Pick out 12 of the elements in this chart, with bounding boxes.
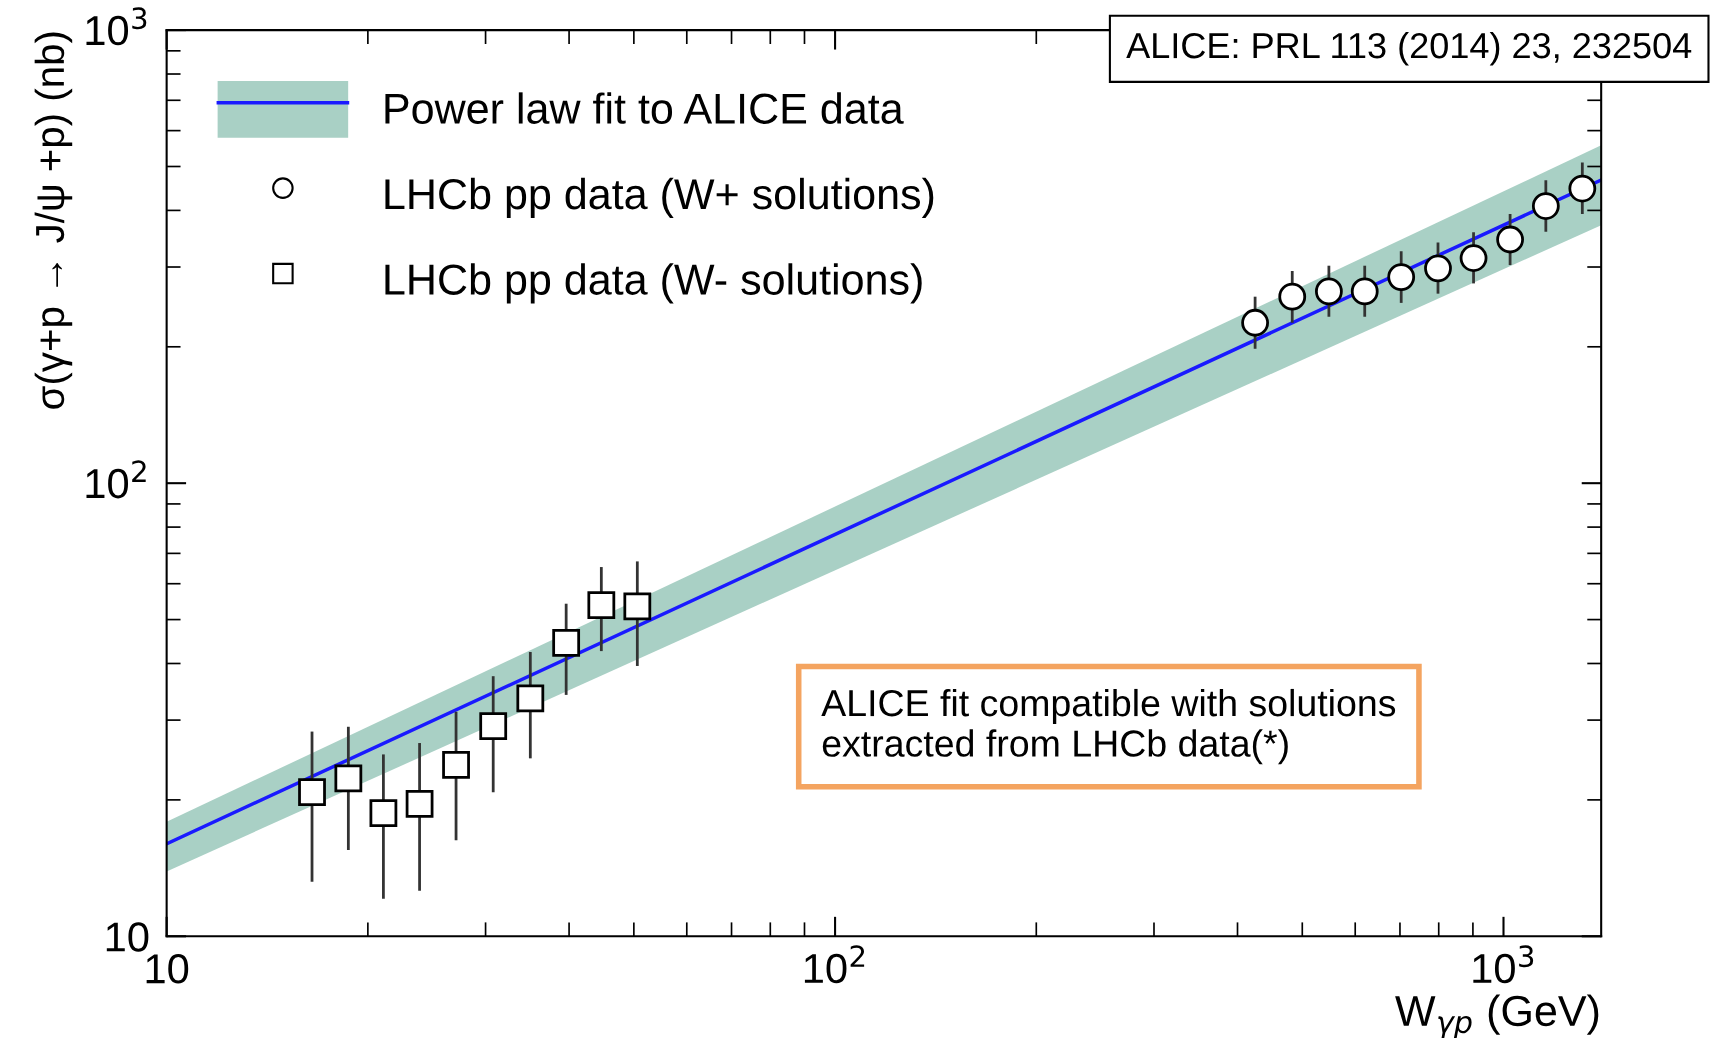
- x-tick-label: 10$^{2}$: [804, 945, 865, 984]
- annotation: ALICE: PRL 113 (2014) 23, 232504: [1126, 31, 1692, 66]
- y-axis-title: σ(γ+p → J/ψ +p) (nb): [34, 32, 73, 409]
- y-tick-label: 10$^{2}$: [86, 460, 146, 499]
- y-tick-label: 10: [106, 922, 149, 952]
- y-tick-label: 10$^{3}$: [86, 7, 147, 46]
- legend-label: Power law fit to ALICE data: [385, 92, 904, 124]
- x-tick-label: 10: [146, 954, 189, 984]
- legend-label: LHCb pp data (W- solutions): [385, 263, 922, 304]
- annotation: ALICE fit compatible with solutions extracted from LHCb data(*): [821, 688, 1396, 765]
- x-tick-label: 10$^{3}$: [1473, 945, 1534, 984]
- legend-label: LHCb pp data (W+ solutions): [385, 177, 934, 218]
